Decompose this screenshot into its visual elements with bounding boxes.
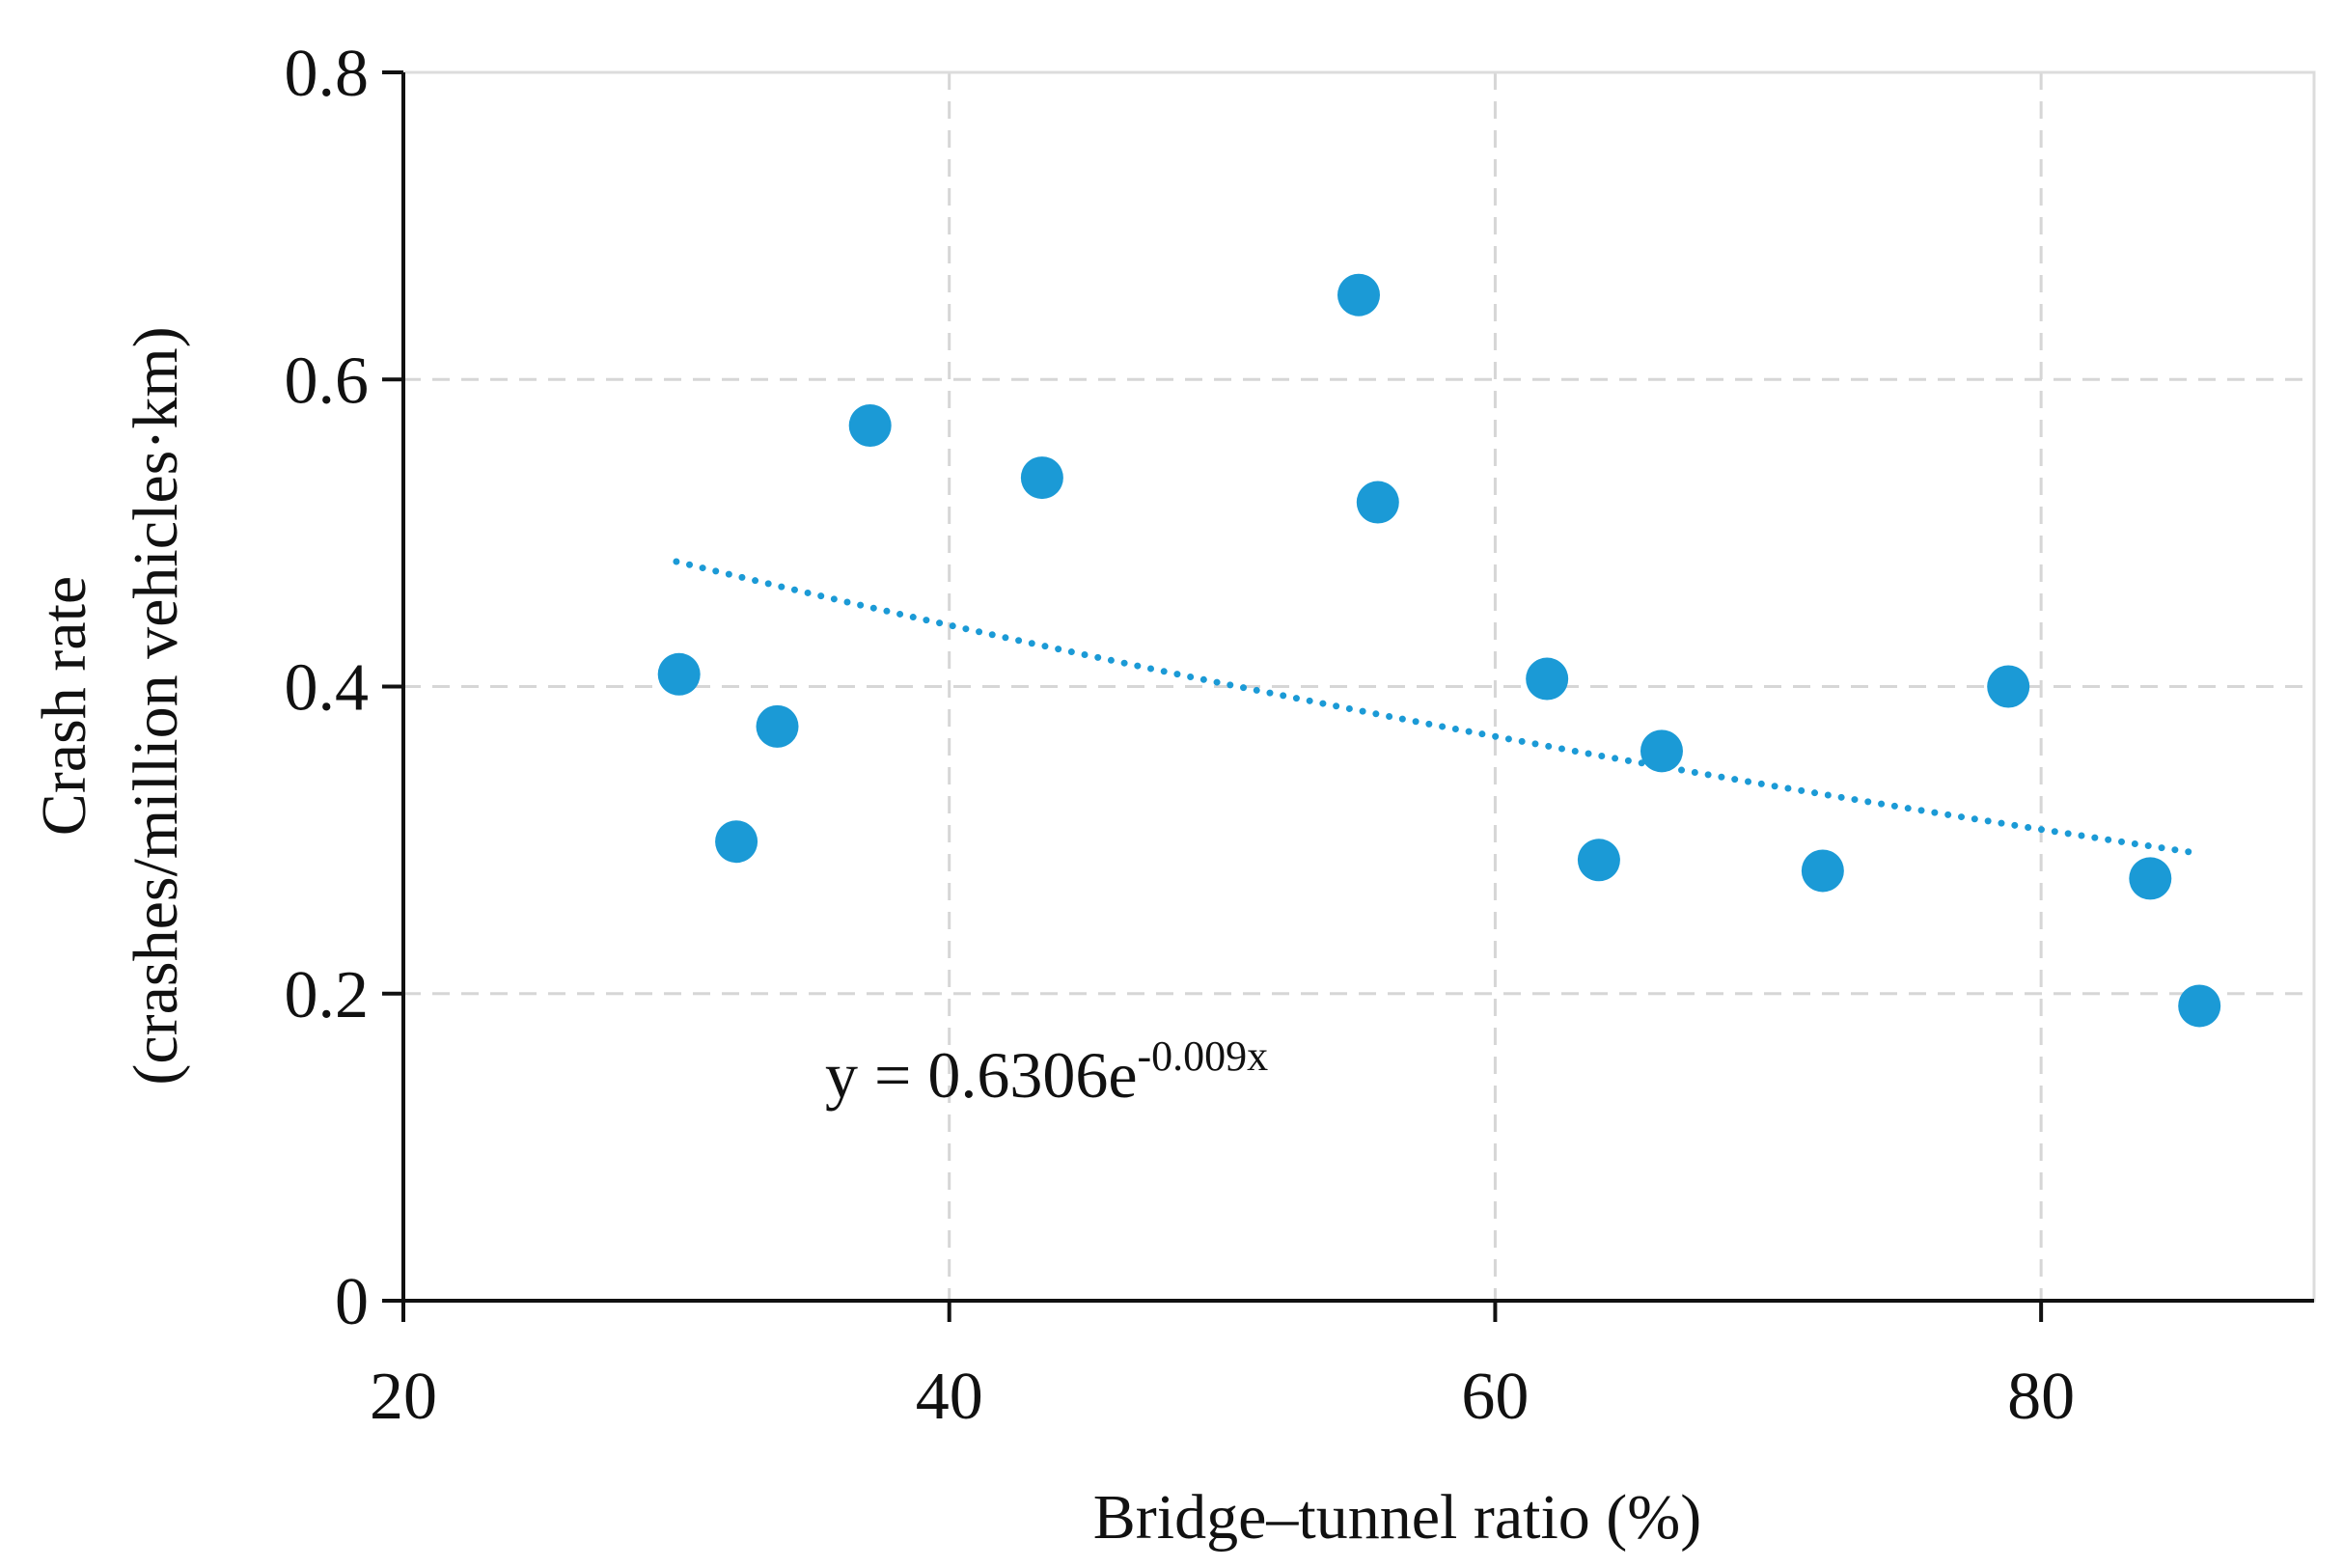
data-point <box>1526 657 1569 701</box>
axes <box>382 70 2314 1322</box>
data-point <box>1337 273 1380 316</box>
x-tick-label: 40 <box>916 1360 983 1434</box>
data-point <box>2178 984 2221 1028</box>
data-point <box>1577 839 1620 882</box>
y-axis-label-line1: Crash rate <box>29 576 99 836</box>
data-point <box>657 652 701 696</box>
y-tick-label: 0.2 <box>285 958 370 1032</box>
data-point <box>1356 481 1399 524</box>
data-point <box>2129 857 2172 900</box>
data-point <box>756 704 799 748</box>
x-axis-label: Bridge–tunnel ratio (%) <box>1093 1482 1701 1553</box>
tick-labels: 0 0.2 0.4 0.6 0.8 20 40 60 80 <box>285 37 2076 1434</box>
equation-exponent: -0.009x <box>1138 1032 1269 1080</box>
data-point <box>1987 665 2030 708</box>
y-tick-label: 0.6 <box>285 344 370 418</box>
y-tick-label: 0 <box>335 1265 369 1339</box>
trendline <box>673 558 2195 856</box>
trendline-layer <box>673 558 2195 856</box>
y-tick-label: 0.8 <box>285 37 370 111</box>
data-point <box>1640 729 1683 773</box>
equation-base: y = 0.6306e <box>825 1038 1138 1112</box>
data-point <box>1020 456 1063 500</box>
data-point <box>848 403 892 447</box>
y-tick-label: 0.4 <box>285 651 370 726</box>
x-tick-label: 60 <box>1461 1360 1529 1434</box>
data-point <box>715 820 758 864</box>
data-point <box>1801 849 1844 893</box>
grid <box>403 72 2314 1301</box>
x-tick-label: 20 <box>370 1360 437 1434</box>
points-layer <box>657 273 2221 1028</box>
trendline-equation: y = 0.6306e-0.009x <box>825 1032 1268 1112</box>
x-tick-label: 80 <box>2007 1360 2075 1434</box>
y-axis-label-line2: (crashes/million vehicles·km) <box>121 326 191 1085</box>
